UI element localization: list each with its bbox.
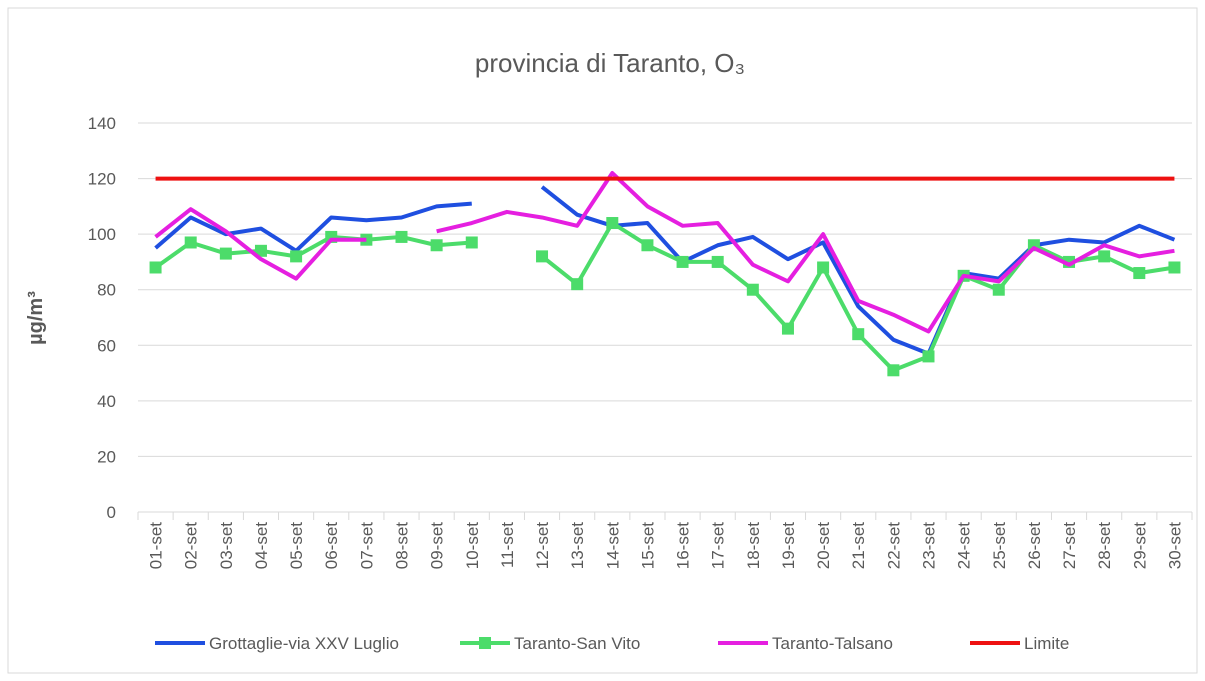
x-tick-label: 08-set bbox=[393, 522, 412, 570]
marker bbox=[711, 255, 724, 268]
x-tick-label: 11-set bbox=[498, 522, 517, 568]
x-tick-label: 10-set bbox=[463, 522, 482, 570]
series-line bbox=[540, 185, 1176, 356]
marker bbox=[395, 230, 408, 243]
series-line bbox=[154, 234, 472, 270]
legend-label: Grottaglie-via XXV Luglio bbox=[209, 634, 399, 653]
x-tick-label: 24-set bbox=[955, 522, 974, 570]
x-tick-label: 15-set bbox=[638, 522, 657, 570]
marker bbox=[536, 250, 549, 263]
y-axis-label: µg/m³ bbox=[25, 291, 47, 345]
y-tick-label: 80 bbox=[97, 281, 116, 300]
x-tick-label: 12-set bbox=[533, 522, 552, 570]
marker bbox=[606, 217, 619, 230]
marker bbox=[781, 322, 794, 335]
y-tick-label: 60 bbox=[97, 336, 116, 355]
x-tick-label: 01-set bbox=[147, 522, 166, 570]
y-tick-label: 0 bbox=[107, 503, 116, 522]
marker bbox=[1098, 250, 1111, 263]
y-tick-label: 20 bbox=[97, 447, 116, 466]
marker bbox=[290, 250, 303, 263]
x-tick-label: 07-set bbox=[357, 522, 376, 570]
marker bbox=[430, 239, 443, 252]
chart-frame bbox=[7, 7, 1198, 674]
x-tick-label: 02-set bbox=[182, 522, 201, 570]
marker bbox=[254, 244, 267, 257]
x-tick-label: 28-set bbox=[1095, 522, 1114, 570]
marker bbox=[465, 236, 478, 249]
x-tick-label: 13-set bbox=[568, 522, 587, 570]
legend-marker bbox=[479, 637, 491, 649]
legend-label: Taranto-Talsano bbox=[772, 634, 893, 653]
x-tick-label: 17-set bbox=[709, 522, 728, 570]
marker bbox=[922, 350, 935, 363]
x-tick-label: 26-set bbox=[1025, 522, 1044, 570]
marker bbox=[852, 328, 865, 341]
x-tick-label: 19-set bbox=[779, 522, 798, 570]
marker bbox=[641, 239, 654, 252]
x-tick-label: 20-set bbox=[814, 522, 833, 570]
chart-title: provincia di Taranto, O₃ bbox=[475, 48, 745, 78]
x-tick-label: 22-set bbox=[884, 522, 903, 570]
marker bbox=[887, 364, 900, 377]
x-tick-label: 21-set bbox=[849, 522, 868, 570]
marker bbox=[571, 278, 584, 291]
legend-label: Taranto-San Vito bbox=[514, 634, 640, 653]
x-tick-label: 03-set bbox=[217, 522, 236, 570]
x-tick-label: 18-set bbox=[744, 522, 763, 570]
x-tick-label: 23-set bbox=[920, 522, 939, 570]
x-tick-label: 05-set bbox=[287, 522, 306, 570]
marker bbox=[746, 283, 759, 296]
legend-label: Limite bbox=[1024, 634, 1069, 653]
y-tick-label: 100 bbox=[88, 225, 116, 244]
marker bbox=[1133, 267, 1146, 280]
y-tick-label: 40 bbox=[97, 392, 116, 411]
series-line bbox=[154, 207, 367, 281]
marker bbox=[219, 247, 232, 260]
x-tick-label: 04-set bbox=[252, 522, 271, 570]
x-tick-label: 29-set bbox=[1130, 522, 1149, 570]
marker bbox=[676, 255, 689, 268]
marker bbox=[149, 261, 162, 274]
x-tick-label: 09-set bbox=[428, 522, 447, 570]
y-tick-label: 140 bbox=[88, 114, 116, 133]
x-tick-label: 30-set bbox=[1165, 522, 1184, 570]
x-tick-label: 06-set bbox=[322, 522, 341, 570]
series-line bbox=[436, 171, 1175, 334]
series-line bbox=[154, 201, 472, 253]
x-tick-label: 14-set bbox=[603, 522, 622, 570]
y-tick-label: 120 bbox=[88, 170, 116, 189]
marker bbox=[817, 261, 830, 274]
marker bbox=[184, 236, 197, 249]
x-tick-label: 27-set bbox=[1060, 522, 1079, 570]
marker bbox=[1168, 261, 1181, 274]
x-tick-label: 25-set bbox=[990, 522, 1009, 570]
x-tick-label: 16-set bbox=[674, 522, 693, 570]
marker bbox=[992, 283, 1005, 296]
